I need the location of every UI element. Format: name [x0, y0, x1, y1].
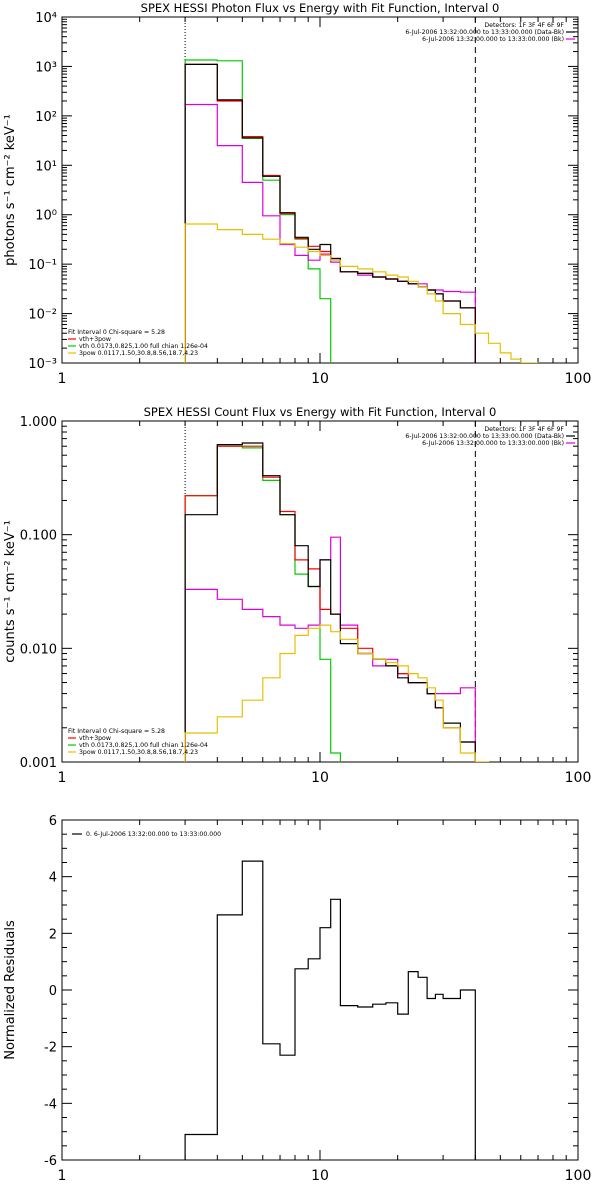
fit-legend-text: Fit Interval 0 Chi-square = 5.28 [68, 329, 165, 336]
y-tick-label: 0 [49, 984, 57, 999]
chart-panel-2: SPEX HESSI Count Flux vs Energy with Fit… [3, 405, 592, 786]
header-text: 6-Jul-2006 13:32:00.000 to 13:33:00.000 … [405, 433, 564, 440]
fit-legend-text: vth 0.0173,0.825,1.00 full chian 1.26e-0… [79, 742, 208, 749]
y-tick-label: -6 [44, 1154, 57, 1169]
x-tick-label: 1 [58, 371, 67, 387]
fit-legend-text: 3pow 0.0117,1.50,30.8,8.56,18.7,4.23 [79, 749, 198, 756]
y-tick-label: -2 [44, 1041, 57, 1056]
fit-legend-text: 3pow 0.0117,1.50,30.8,8.56,18.7,4.23 [79, 350, 198, 357]
series-bpow-component [184, 624, 490, 762]
y-tick-label: 10⁻¹ [28, 258, 57, 273]
header-text: Detectors: 1F 3F 4F 6F 9F [484, 426, 564, 433]
y-axis-label: Normalized Residuals [3, 920, 18, 1060]
y-axis-label: counts s⁻¹ cm⁻² keV⁻¹ [3, 520, 18, 663]
y-tick-label: 1.000 [20, 415, 57, 430]
chart-title: SPEX HESSI Photon Flux vs Energy with Fi… [141, 1, 500, 15]
x-tick-label: 100 [565, 1168, 592, 1184]
legend-text: 0. 6-Jul-2006 13:32:00.000 to 13:33:00.0… [86, 831, 221, 838]
fit-legend-text: Fit Interval 0 Chi-square = 5.28 [68, 728, 165, 735]
chart-title: SPEX HESSI Count Flux vs Energy with Fit… [144, 405, 497, 419]
plot-frame [61, 819, 579, 1161]
y-axis-label: photons s⁻¹ cm⁻² keV⁻¹ [3, 114, 18, 266]
y-tick-label: 0.001 [20, 756, 57, 771]
x-tick-label: 10 [311, 770, 329, 786]
chart-panel-1: SPEX HESSI Photon Flux vs Energy with Fi… [3, 1, 591, 387]
series-data [184, 860, 476, 1160]
y-tick-label: 10⁴ [35, 11, 57, 26]
x-tick-label: 100 [565, 371, 592, 387]
fit-legend-text: vth 0.0173,0.825,1.00 full chian 1.26e-0… [79, 343, 208, 350]
y-tick-label: 10¹ [35, 159, 57, 174]
y-tick-label: 4 [49, 871, 57, 886]
y-tick-label: 0.010 [20, 642, 57, 657]
fit-legend-text: vth+3pow [79, 336, 111, 343]
header-text: Detectors: 1F 3F 4F 6F 9F [484, 22, 564, 29]
series-vth [184, 59, 332, 363]
x-tick-label: 1 [58, 770, 67, 786]
y-tick-label: -4 [44, 1097, 57, 1112]
y-tick-label: 10⁰ [35, 209, 57, 224]
y-tick-label: 2 [49, 927, 57, 942]
chart-panel-3: 1 10 100 -6 -4 -2 0 2 4 6 Normalized Residuals 0. 6… [3, 814, 591, 1184]
header-text: 6-Jul-2006 13:32:00.000 to 13:33:00.000 … [422, 36, 564, 43]
y-tick-label: 6 [49, 814, 57, 829]
x-tick-label: 100 [565, 770, 592, 786]
series-data [184, 63, 476, 363]
x-tick-label: 1 [58, 1168, 67, 1184]
y-tick-label: 10⁻² [28, 308, 57, 323]
y-tick-label: 0.100 [20, 529, 57, 544]
y-tick-label: 10² [35, 110, 57, 125]
x-tick-label: 10 [311, 1168, 329, 1184]
plot-frame [61, 16, 579, 364]
x-tick-label: 10 [311, 371, 329, 387]
header-text: 6-Jul-2006 13:32:00.000 to 13:33:00.000 … [422, 440, 564, 447]
series-bpow-component [184, 223, 539, 363]
fit-legend-text: vth+3pow [79, 735, 111, 742]
y-tick-label: 10⁻³ [28, 357, 57, 372]
y-tick-label: 10³ [35, 60, 57, 75]
header-text: 6-Jul-2006 13:32:00.000 to 13:33:00.000 … [405, 29, 564, 36]
series-vth [184, 445, 341, 762]
